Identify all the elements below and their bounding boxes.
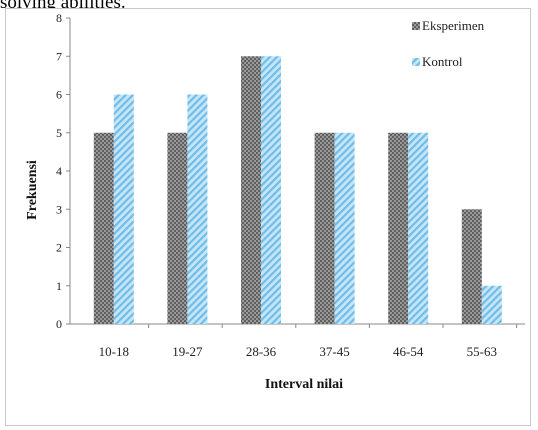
x-category-label: 37-45 — [319, 344, 349, 359]
legend-swatch-kontrol — [412, 58, 420, 66]
y-tick-label: 5 — [56, 126, 62, 140]
bar-eksperimen-28-36 — [241, 56, 261, 324]
legend-swatch-eksperimen — [412, 22, 420, 30]
bar-eksperimen-19-27 — [167, 132, 188, 324]
x-category-label: 28-36 — [246, 344, 277, 359]
legend-label-kontrol: Kontrol — [422, 54, 463, 69]
x-category-label: 46-54 — [393, 344, 424, 359]
x-axis-title: Interval nilai — [265, 377, 343, 392]
y-tick-label: 8 — [56, 11, 62, 25]
bar-eksperimen-37-45 — [314, 132, 335, 324]
y-axis-title: Frekuensi — [25, 160, 40, 220]
bar-eksperimen-55-63 — [461, 209, 482, 324]
y-tick-label: 7 — [56, 49, 62, 63]
y-tick-label: 3 — [56, 202, 62, 216]
legend-label-eksperimen: Eksperimen — [422, 18, 485, 33]
bar-kontrol-10-18 — [113, 94, 134, 324]
y-tick-label: 1 — [56, 279, 62, 293]
x-category-label: 10-18 — [99, 344, 129, 359]
bar-kontrol-28-36 — [261, 56, 281, 324]
bar-kontrol-19-27 — [187, 94, 208, 324]
y-tick-label: 0 — [56, 317, 62, 331]
x-category-label: 19-27 — [172, 344, 203, 359]
x-category-label: 55-63 — [467, 344, 497, 359]
y-tick-label: 6 — [56, 88, 62, 102]
bar-kontrol-46-54 — [408, 132, 429, 324]
bar-eksperimen-46-54 — [388, 132, 409, 324]
y-tick-label: 2 — [56, 241, 62, 255]
bar-kontrol-37-45 — [334, 132, 355, 324]
y-tick-label: 4 — [56, 164, 62, 178]
bar-eksperimen-10-18 — [93, 132, 114, 324]
bar-kontrol-55-63 — [481, 285, 502, 324]
